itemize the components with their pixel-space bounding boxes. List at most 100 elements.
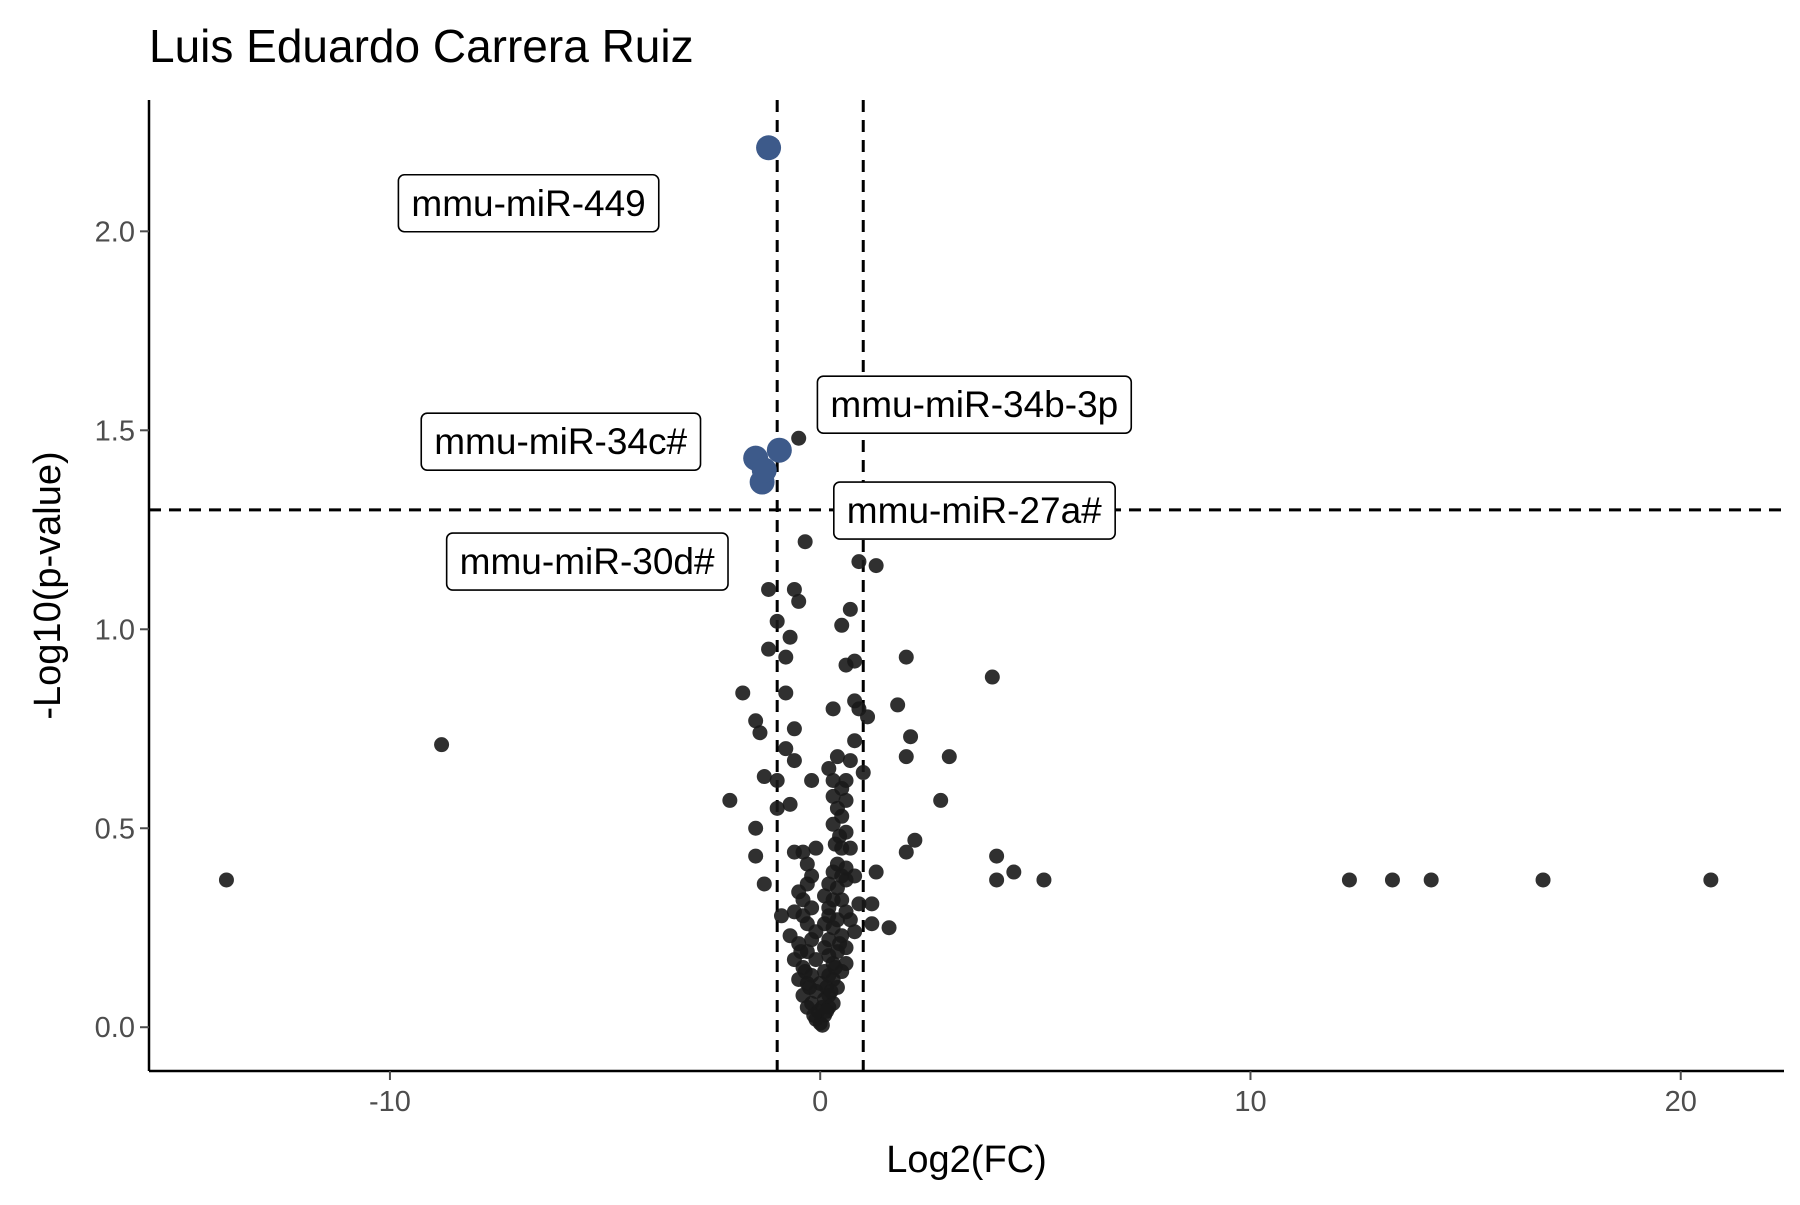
data-point	[890, 697, 906, 713]
significant-point	[751, 457, 777, 483]
data-point	[1535, 872, 1551, 888]
data-point	[860, 709, 876, 725]
data-point	[898, 749, 914, 765]
point-label-text: mmu-miR-34c#	[434, 421, 687, 462]
data-point	[829, 880, 845, 896]
data-point	[989, 848, 1005, 864]
data-point	[791, 593, 807, 609]
data-point	[842, 753, 858, 769]
x-tick-label: -10	[369, 1086, 411, 1118]
point-label: mmu-miR-449	[397, 173, 660, 233]
y-tick-label: 0.5	[95, 813, 135, 845]
x-tick-label: 10	[1234, 1086, 1266, 1118]
data-point	[825, 788, 841, 804]
data-point	[847, 733, 863, 749]
data-point	[832, 936, 848, 952]
point-label-box	[420, 412, 702, 471]
point-label: mmu-miR-27a#	[833, 481, 1116, 540]
significant-point	[756, 135, 782, 161]
data-point	[868, 558, 884, 574]
y-tick-label: 0.0	[95, 1012, 135, 1044]
point-label-box	[445, 532, 729, 591]
data-point	[825, 701, 841, 717]
data-point	[907, 832, 923, 848]
data-point	[756, 769, 772, 785]
data-point	[786, 581, 802, 597]
data-point	[797, 534, 813, 550]
data-point	[823, 983, 839, 999]
data-point	[801, 979, 817, 995]
data-point	[1036, 872, 1052, 888]
data-point	[1341, 872, 1357, 888]
data-point	[752, 725, 768, 741]
data-point	[786, 721, 802, 737]
data-point	[808, 840, 824, 856]
data-point	[829, 749, 845, 765]
chart-title: Luis Eduardo Carrera Ruiz	[149, 20, 694, 72]
data-point	[821, 761, 837, 777]
data-point	[782, 928, 798, 944]
y-tick-label: 1.5	[95, 415, 135, 447]
data-point	[799, 856, 815, 872]
data-point	[769, 613, 785, 629]
data-point	[881, 920, 897, 936]
data-point	[769, 800, 785, 816]
x-tick-label: 0	[812, 1086, 828, 1118]
data-point	[898, 649, 914, 665]
data-point	[827, 960, 843, 976]
data-point	[933, 792, 949, 808]
data-point	[434, 737, 450, 753]
point-label-text: mmu-miR-449	[411, 183, 645, 224]
data-point	[1423, 872, 1439, 888]
x-axis-title: Log2(FC)	[886, 1139, 1047, 1181]
significant-point	[766, 437, 792, 463]
data-point	[842, 840, 858, 856]
data-point	[834, 617, 850, 633]
point-labels: mmu-miR-449 mmu-miR-34b-3p mmu-miR-34c# mmu…	[397, 173, 1133, 591]
y-axis-title: -Log10(p-value)	[27, 451, 69, 719]
data-point	[898, 844, 914, 860]
point-label-text: mmu-miR-27a#	[847, 490, 1102, 531]
data-point	[778, 649, 794, 665]
data-point	[819, 1003, 835, 1019]
y-tick-label: 2.0	[95, 216, 135, 248]
data-point	[868, 864, 884, 880]
point-label-box	[397, 173, 660, 233]
data-point	[814, 1017, 830, 1033]
data-point	[769, 772, 785, 788]
data-point	[989, 872, 1005, 888]
point-label-text: mmu-miR-34b-3p	[830, 384, 1118, 425]
data-point	[791, 430, 807, 446]
data-point	[786, 753, 802, 769]
data-point	[851, 554, 867, 570]
data-point	[864, 916, 880, 932]
data-point	[773, 908, 789, 924]
data-point	[722, 792, 738, 808]
data-point	[804, 932, 820, 948]
data-point	[984, 669, 1000, 685]
data-point	[825, 816, 841, 832]
data-point	[941, 749, 957, 765]
data-point	[782, 629, 798, 645]
data-point	[804, 772, 820, 788]
data-point	[782, 796, 798, 812]
data-point	[842, 601, 858, 617]
data-point	[851, 896, 867, 912]
threshold-lines	[149, 100, 1784, 1071]
data-point	[847, 924, 863, 940]
axes: -10 0 10 20 0.0 0.5 1.0 1.5 2.0	[95, 100, 1784, 1118]
data-point	[842, 912, 858, 928]
point-label: mmu-miR-34c#	[420, 412, 702, 471]
data-point	[218, 872, 234, 888]
data-point	[748, 713, 764, 729]
data-point	[786, 844, 802, 860]
data-point	[903, 729, 919, 745]
data-point	[793, 944, 809, 960]
point-label: mmu-miR-34b-3p	[816, 375, 1133, 434]
data-point	[864, 896, 880, 912]
data-point	[778, 741, 794, 757]
data-point	[756, 876, 772, 892]
data-point	[808, 952, 824, 968]
